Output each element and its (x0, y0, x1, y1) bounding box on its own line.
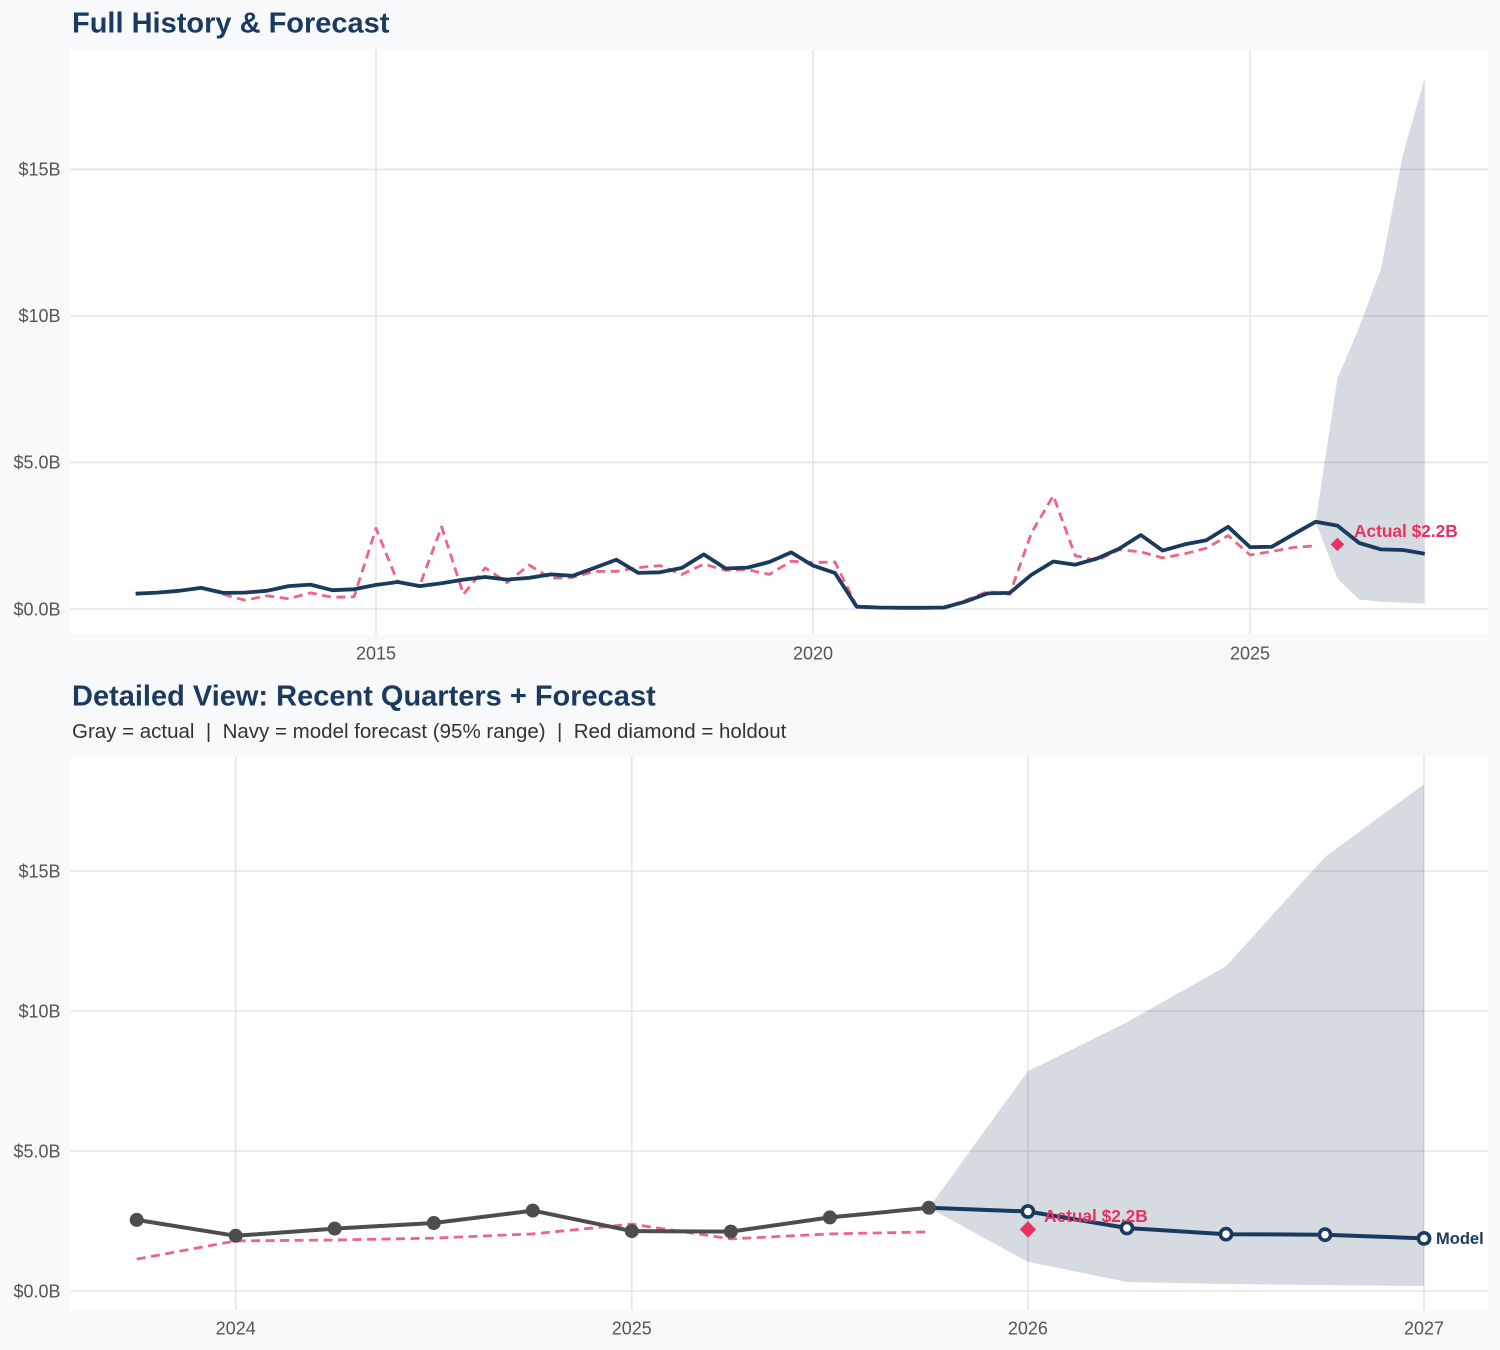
svg-text:$0.0B: $0.0B (13, 1281, 60, 1301)
svg-text:2015: 2015 (356, 644, 396, 664)
svg-text:$5.0B: $5.0B (13, 453, 60, 473)
svg-text:$15B: $15B (18, 861, 60, 881)
svg-text:2020: 2020 (793, 644, 833, 664)
svg-text:Model: Model (1436, 1230, 1484, 1248)
svg-text:$10B: $10B (18, 1001, 60, 1021)
svg-text:Detailed View: Recent Quarters: Detailed View: Recent Quarters + Forecas… (72, 681, 656, 713)
svg-text:$10B: $10B (18, 306, 60, 326)
svg-text:$15B: $15B (18, 160, 60, 180)
svg-text:2026: 2026 (1008, 1319, 1048, 1339)
svg-text:2027: 2027 (1404, 1319, 1444, 1339)
svg-text:Actual $2.2B: Actual $2.2B (1354, 521, 1458, 541)
svg-text:2025: 2025 (612, 1319, 652, 1339)
svg-text:Gray = actual | Navy = model: Gray = actual | Navy = model forecast (9… (72, 720, 787, 743)
svg-text:2025: 2025 (1230, 644, 1270, 664)
svg-text:2024: 2024 (216, 1319, 256, 1339)
svg-text:$5.0B: $5.0B (13, 1141, 60, 1161)
svg-text:Actual $2.2B: Actual $2.2B (1044, 1206, 1148, 1226)
svg-text:$0.0B: $0.0B (13, 599, 60, 619)
svg-text:Full History & Forecast: Full History & Forecast (72, 8, 390, 40)
